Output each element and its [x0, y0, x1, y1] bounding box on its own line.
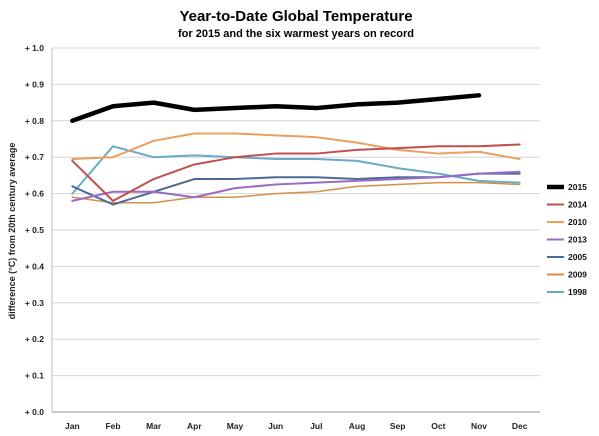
chart-title: Year-to-Date Global Temperature: [179, 8, 412, 25]
series-line-2014: [71, 143, 521, 202]
x-tick-label: Dec: [512, 421, 528, 431]
series-line-2013: [71, 170, 521, 202]
y-axis-label: difference (°C) from 20th century averag…: [7, 143, 17, 320]
x-tick-label: Apr: [187, 421, 202, 431]
series-line-1998: [71, 145, 521, 195]
legend-item: 2015: [547, 182, 587, 192]
series-line-2009: [71, 181, 521, 204]
x-tick-label: May: [227, 421, 244, 431]
legend-item: 2005: [547, 252, 587, 262]
legend-item: 2010: [547, 217, 587, 227]
x-tick-label: Jul: [310, 421, 322, 431]
y-tick-label: + 0.6: [25, 189, 44, 199]
series-line-2005: [71, 172, 521, 206]
x-tick-label: Jan: [65, 421, 80, 431]
legend-label: 2010: [568, 217, 587, 227]
x-tick-label: Nov: [471, 421, 487, 431]
x-tick-label: Sep: [390, 421, 406, 431]
legend-label: 1998: [568, 287, 587, 297]
x-tick-label: Mar: [146, 421, 162, 431]
y-tick-label: + 0.1: [25, 371, 44, 381]
y-tick-label: + 1.0: [25, 43, 44, 53]
x-tick-label: Oct: [431, 421, 445, 431]
y-tick-label: + 0.9: [25, 79, 44, 89]
legend-label: 2005: [568, 252, 587, 262]
legend-label: 2013: [568, 235, 587, 245]
x-tick-label: Aug: [349, 421, 366, 431]
legend-label: 2009: [568, 270, 587, 280]
legend-label: 2015: [568, 182, 587, 192]
y-tick-label: + 0.3: [25, 298, 44, 308]
axis-layer: + 0.0 + 0.1 + 0.2 + 0.3 + 0.4 + 0.5 + 0.6 + 0.7…: [25, 43, 540, 431]
x-tick-label: Jun: [268, 421, 283, 431]
legend-item: 2009: [547, 270, 587, 280]
y-tick-label: + 0.2: [25, 334, 44, 344]
y-tick-label: + 0.4: [25, 261, 44, 271]
y-tick-label: + 0.0: [25, 407, 44, 417]
y-tick-label: + 0.7: [25, 152, 44, 162]
series-layer: [70, 93, 521, 206]
chart-subtitle: for 2015 and the six warmest years on re…: [178, 28, 414, 40]
y-tick-label: + 0.5: [25, 225, 44, 235]
y-tick-label: + 0.8: [25, 116, 44, 126]
legend-item: 1998: [547, 287, 587, 297]
series-line-2015: [70, 93, 482, 124]
legend: 2015 2014 2010 2013 2005 2009 1998: [547, 182, 587, 297]
legend-item: 2013: [547, 235, 587, 245]
series-line-2010: [71, 132, 521, 161]
grid-layer: [52, 47, 540, 413]
legend-label: 2014: [568, 200, 587, 210]
legend-item: 2014: [547, 200, 587, 210]
x-tick-label: Feb: [105, 421, 120, 431]
